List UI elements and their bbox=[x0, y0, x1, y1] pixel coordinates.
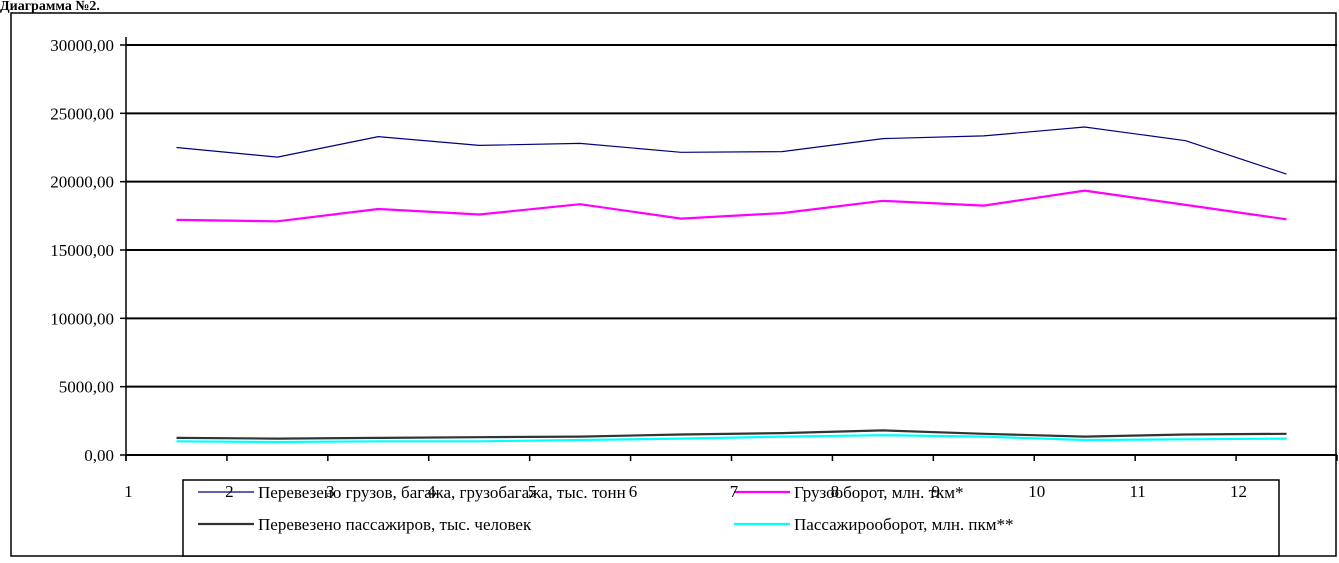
x-tick-label: 2 bbox=[225, 482, 234, 501]
y-tick-label: 25000,00 bbox=[50, 104, 114, 123]
x-tick-label: 3 bbox=[326, 482, 335, 501]
axes bbox=[120, 37, 1338, 461]
x-tick-label: 4 bbox=[427, 482, 436, 501]
series-line-1 bbox=[176, 126, 1287, 175]
x-tick-label: 5 bbox=[528, 482, 537, 501]
legend-label-1: Перевезено грузов, багажа, грузобагажа, … bbox=[258, 483, 626, 502]
y-tick-label: 15000,00 bbox=[50, 241, 114, 260]
legend-box bbox=[182, 479, 1280, 557]
legend-label-3: Перевезено пассажиров, тыс. человек bbox=[258, 515, 532, 534]
chart-area-border bbox=[10, 12, 1337, 557]
y-tick-label: 10000,00 bbox=[50, 309, 114, 328]
series-line-3 bbox=[176, 429, 1287, 440]
gridlines bbox=[126, 44, 1337, 388]
legend: Перевезено грузов, багажа, грузобагажа, … bbox=[182, 479, 1280, 557]
x-tick-label: 10 bbox=[1028, 482, 1045, 501]
chart-caption: Диаграмма №2. bbox=[0, 0, 100, 14]
tick-labels: 0,00 5000,00 10000,00 15000,00 20000,00 25000… bbox=[50, 36, 1247, 501]
x-tick-label: 11 bbox=[1129, 482, 1145, 501]
series-line-4 bbox=[176, 434, 1287, 444]
y-tick-label: 20000,00 bbox=[50, 173, 114, 192]
x-tick-label: 9 bbox=[932, 482, 941, 501]
x-tick-label: 1 bbox=[124, 482, 133, 501]
x-tick-label: 7 bbox=[730, 482, 739, 501]
series-lines bbox=[176, 126, 1287, 444]
y-tick-label: 5000,00 bbox=[59, 378, 114, 397]
legend-label-4: Пассажирооборот, млн. пкм** bbox=[794, 515, 1014, 534]
legend-label-2: Грузооборот, млн. ткм* bbox=[794, 483, 964, 502]
series-line-2 bbox=[176, 189, 1287, 223]
y-tick-label: 0,00 bbox=[84, 446, 114, 465]
x-tick-label: 12 bbox=[1230, 482, 1247, 501]
y-tick-label: 30000,00 bbox=[50, 36, 114, 55]
x-tick-label: 8 bbox=[831, 482, 840, 501]
x-tick-label: 6 bbox=[629, 482, 638, 501]
